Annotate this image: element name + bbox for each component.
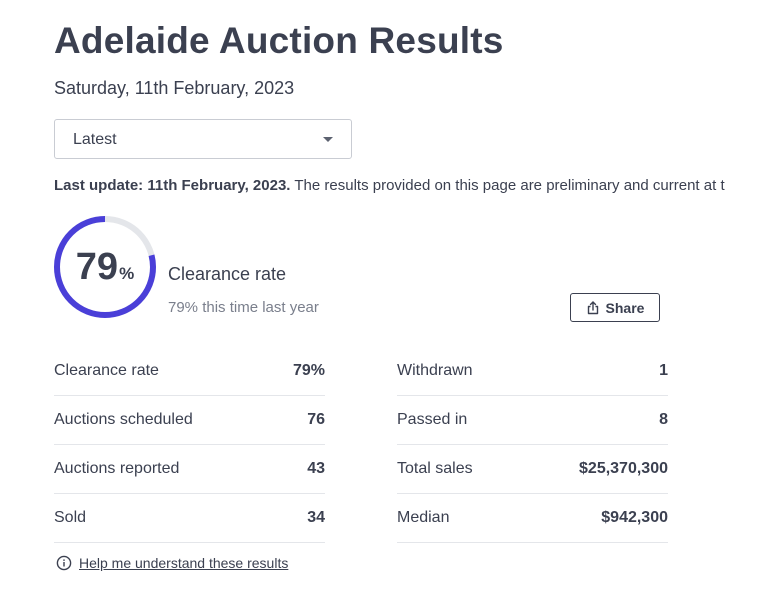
results-period-selected: Latest (73, 131, 117, 148)
results-date: Saturday, 11th February, 2023 (54, 78, 295, 98)
stats-row: Clearance rate 79% (54, 347, 325, 396)
stats-label: Clearance rate (54, 362, 159, 379)
stats-value: 1 (659, 362, 668, 379)
stats-value: 79% (292, 362, 325, 379)
last-update-date: Last update: 11th February, 2023. (54, 177, 291, 194)
stats-row: Total sales $25,370,300 (397, 445, 668, 494)
gauge-number: 79 (75, 245, 119, 288)
stats-value: 8 (659, 411, 668, 428)
stats-row: Withdrawn 1 (397, 347, 668, 396)
info-icon (56, 555, 72, 571)
caret-down-icon (323, 137, 333, 142)
stats-label: Passed in (397, 411, 468, 428)
last-update-notice: Last update: 11th February, 2023. The re… (54, 177, 759, 194)
stats-label: Auctions scheduled (54, 411, 193, 428)
page-title: Adelaide Auction Results (54, 20, 504, 61)
results-period-select[interactable]: Latest (54, 119, 352, 159)
stats-value: $942,300 (601, 509, 668, 526)
stats-row: Auctions reported 43 (54, 445, 325, 494)
stats-value: 43 (307, 460, 325, 477)
stats-row: Sold 34 (54, 494, 325, 543)
gauge-value: 79% (51, 213, 159, 321)
clearance-rate-gauge (54, 216, 156, 318)
stats-value: $25,370,300 (579, 460, 668, 477)
stats-row: Median $942,300 (397, 494, 668, 543)
share-button[interactable]: Share (570, 293, 660, 322)
stats-value: 34 (307, 509, 325, 526)
clearance-rate-label: Clearance rate (168, 264, 287, 284)
last-update-text: The results provided on this page are pr… (290, 177, 725, 194)
stats-label: Auctions reported (54, 460, 180, 477)
share-button-label: Share (605, 299, 645, 316)
gauge-progress (54, 216, 156, 318)
clearance-rate-last-year: 79% this time last year (168, 299, 319, 316)
stats-table-left: Clearance rate 79% Auctions scheduled 76… (54, 347, 325, 543)
stats-label: Median (397, 509, 450, 526)
gauge-percent-sign: % (119, 264, 135, 283)
stats-value: 76 (307, 411, 325, 428)
stats-label: Total sales (397, 460, 473, 477)
stats-row: Auctions scheduled 76 (54, 396, 325, 445)
help-link-label[interactable]: Help me understand these results (79, 555, 289, 571)
stats-label: Withdrawn (397, 362, 473, 379)
share-icon (587, 301, 598, 315)
stats-row: Passed in 8 (397, 396, 668, 445)
help-link[interactable]: Help me understand these results (56, 555, 288, 571)
stats-label: Sold (54, 509, 87, 526)
stats-table-right: Withdrawn 1 Passed in 8 Total sales $25,… (397, 347, 668, 543)
